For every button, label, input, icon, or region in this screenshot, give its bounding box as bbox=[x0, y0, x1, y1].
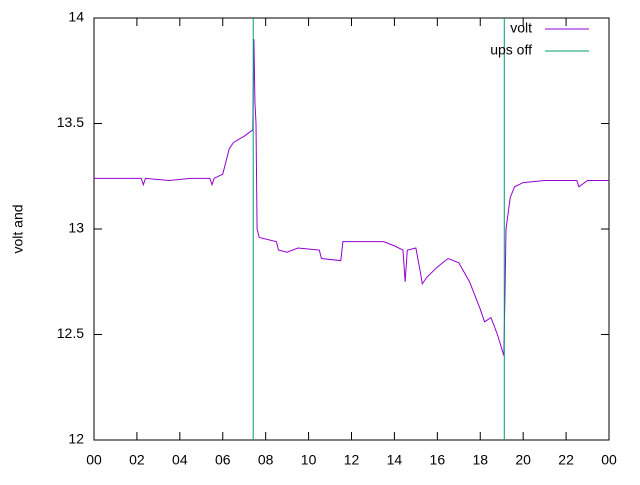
x-tick-label: 18 bbox=[472, 452, 488, 468]
series-line bbox=[94, 39, 609, 356]
y-tick-label: 14 bbox=[68, 9, 84, 25]
x-tick-label: 08 bbox=[258, 452, 274, 468]
x-tick-label: 16 bbox=[430, 452, 446, 468]
y-tick-label: 12 bbox=[68, 431, 84, 447]
x-tick-label: 06 bbox=[215, 452, 231, 468]
y-tick-label: 13 bbox=[68, 220, 84, 236]
legend-label: volt bbox=[510, 20, 532, 36]
x-tick-label: 04 bbox=[172, 452, 188, 468]
x-tick-label: 20 bbox=[515, 452, 531, 468]
plot-frame bbox=[93, 17, 610, 441]
x-tick-label: 22 bbox=[558, 452, 574, 468]
x-tick-label: 12 bbox=[344, 452, 360, 468]
x-tick-label: 14 bbox=[387, 452, 403, 468]
y-tick-label: 13.5 bbox=[57, 114, 84, 130]
x-tick-label: 02 bbox=[129, 452, 145, 468]
series-line bbox=[252, 18, 505, 440]
y-axis-label: volt and bbox=[10, 204, 26, 253]
x-tick-label: 00 bbox=[601, 452, 617, 468]
legend-label: ups off bbox=[490, 42, 532, 58]
x-tick-label: 10 bbox=[301, 452, 317, 468]
y-tick-label: 12.5 bbox=[57, 325, 84, 341]
x-tick-label: 00 bbox=[86, 452, 102, 468]
